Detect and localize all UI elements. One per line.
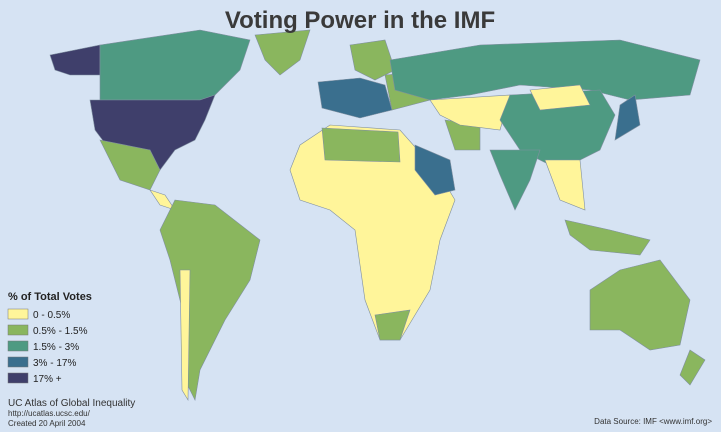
legend-swatch bbox=[7, 324, 29, 336]
south-africa bbox=[374, 309, 411, 341]
legend-label: 0.5% - 1.5% bbox=[33, 326, 88, 337]
mexico bbox=[99, 139, 161, 191]
legend-label: 1.5% - 3% bbox=[33, 342, 79, 353]
legend-swatch bbox=[7, 356, 29, 368]
credit-line: UC Atlas of Global Inequality bbox=[8, 398, 135, 409]
map-title: Voting Power in the IMF bbox=[225, 7, 495, 34]
legend-label: 0 - 0.5% bbox=[33, 310, 70, 321]
legend-swatch bbox=[7, 372, 29, 384]
credit-line: Created 20 April 2004 bbox=[8, 419, 86, 428]
legend: 0 - 0.5% 0.5% - 1.5% 1.5% - 3% 3% - 17% 17% … bbox=[7, 308, 88, 385]
legend-label: 3% - 17% bbox=[33, 358, 76, 369]
credit-line: http://ucatlas.ucsc.edu/ bbox=[8, 409, 91, 418]
legend-swatch bbox=[7, 308, 29, 320]
alaska bbox=[49, 44, 101, 76]
new-zealand bbox=[679, 349, 706, 386]
indonesia bbox=[564, 219, 651, 256]
saudi-arabia bbox=[414, 144, 456, 196]
russia bbox=[389, 39, 701, 101]
legend-swatch bbox=[7, 340, 29, 352]
legend-title: % of Total Votes bbox=[8, 291, 92, 303]
australia bbox=[589, 259, 691, 351]
countries bbox=[49, 29, 706, 402]
japan bbox=[614, 94, 641, 141]
legend-label: 17% + bbox=[33, 374, 62, 385]
southeast-asia bbox=[544, 159, 586, 211]
greenland bbox=[254, 29, 311, 76]
central-asia bbox=[429, 94, 511, 131]
chile bbox=[179, 269, 191, 402]
mongolia bbox=[529, 84, 591, 111]
india bbox=[489, 149, 541, 211]
north-africa bbox=[321, 127, 401, 163]
data-source: Data Source: IMF <www.imf.org> bbox=[594, 417, 712, 426]
